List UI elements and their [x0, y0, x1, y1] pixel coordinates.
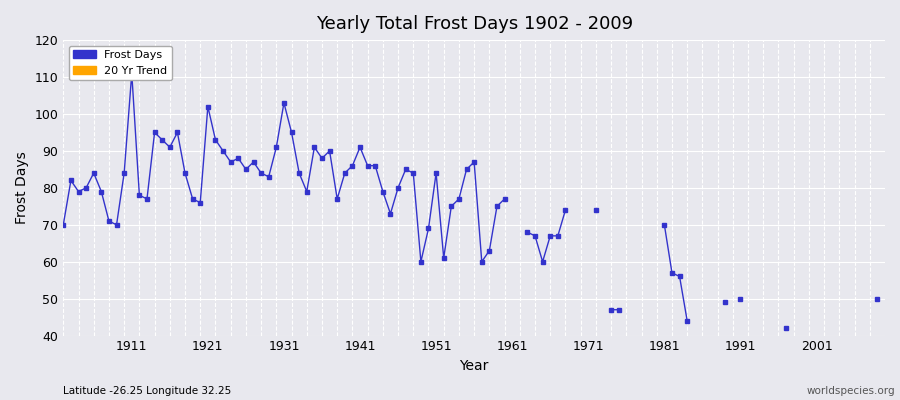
X-axis label: Year: Year — [460, 359, 489, 373]
Legend: Frost Days, 20 Yr Trend: Frost Days, 20 Yr Trend — [68, 46, 172, 80]
Title: Yearly Total Frost Days 1902 - 2009: Yearly Total Frost Days 1902 - 2009 — [316, 15, 633, 33]
Text: worldspecies.org: worldspecies.org — [807, 386, 896, 396]
Y-axis label: Frost Days: Frost Days — [15, 152, 29, 224]
Text: Latitude -26.25 Longitude 32.25: Latitude -26.25 Longitude 32.25 — [63, 386, 231, 396]
